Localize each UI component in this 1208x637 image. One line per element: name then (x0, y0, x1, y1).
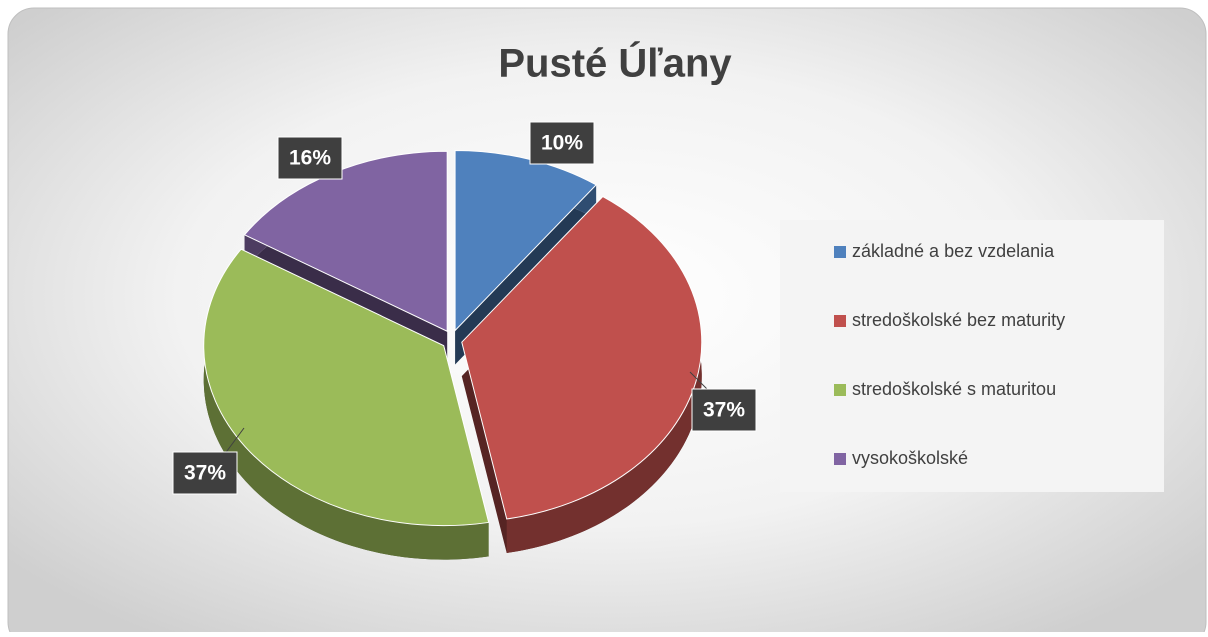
legend-box (780, 220, 1164, 492)
legend-label: stredoškolské s maturitou (852, 379, 1056, 399)
chart-title: Pusté Úľany (498, 40, 732, 86)
legend-swatch (834, 453, 846, 465)
legend-swatch (834, 315, 846, 327)
data-label-box (172, 451, 238, 495)
pie-slice (461, 195, 703, 520)
legend-swatch (834, 246, 846, 258)
leader-line (223, 427, 245, 456)
slice-side (506, 196, 702, 553)
legend-label: stredoškolské bez maturity (852, 310, 1065, 330)
slice-side (203, 249, 489, 560)
legend-label: vysokoškolské (852, 448, 968, 468)
data-label-box (529, 121, 595, 165)
data-label: 16% (289, 147, 331, 170)
data-label: 37% (703, 399, 745, 422)
legend-label: základné a bez vzdelania (852, 241, 1055, 261)
data-label: 10% (541, 132, 583, 155)
data-label-box (691, 388, 757, 432)
legend-swatch (834, 384, 846, 396)
data-label: 37% (184, 462, 226, 485)
pie-slice (454, 149, 597, 332)
data-label-box (277, 136, 343, 180)
pie-slice (203, 248, 490, 527)
